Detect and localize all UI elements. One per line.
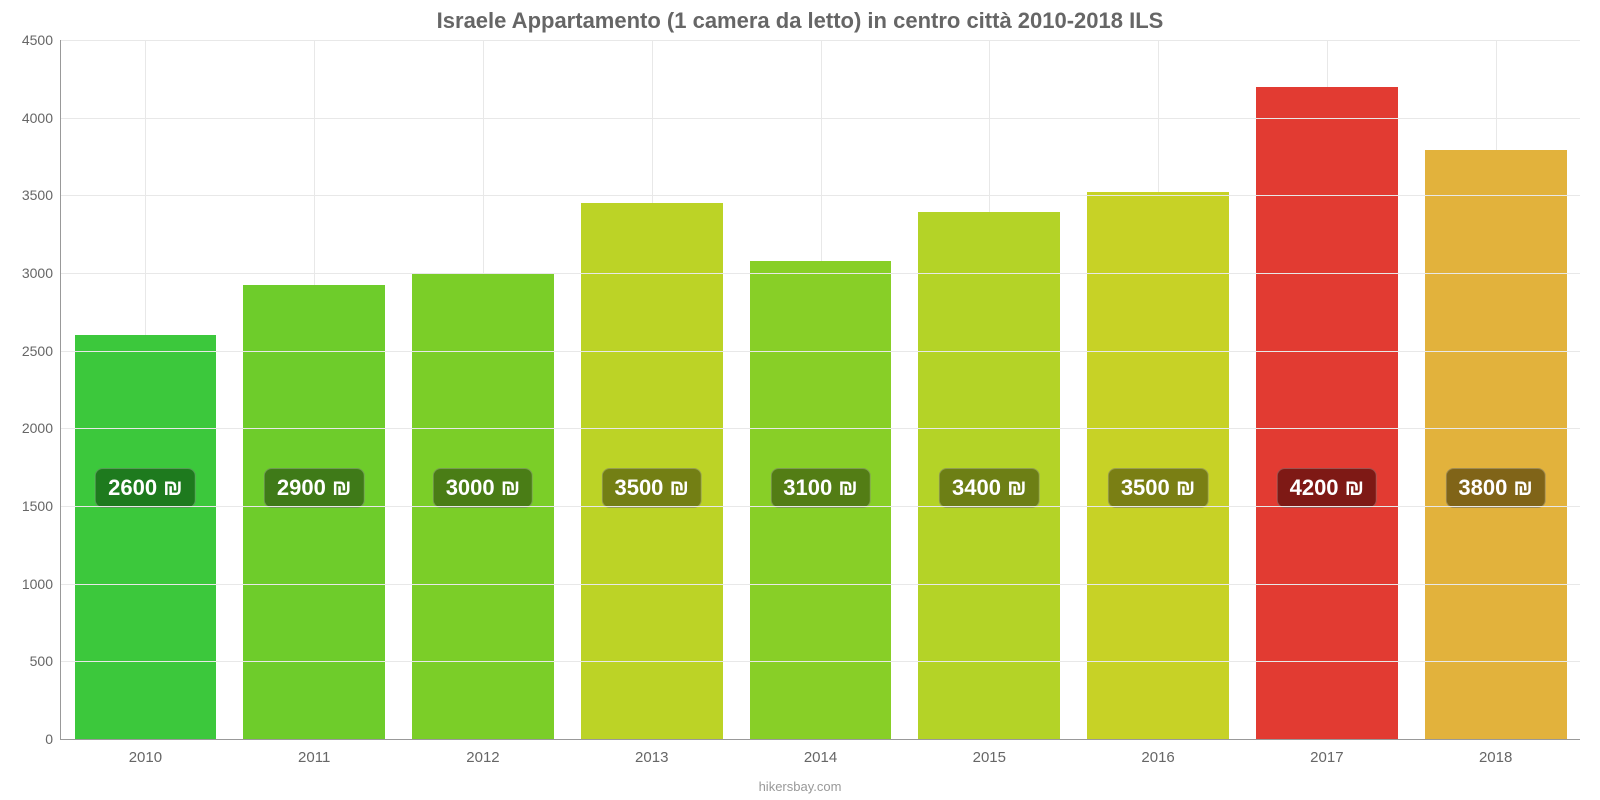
value-badge: 3100 ₪ [770, 468, 871, 508]
y-tick-label: 4000 [22, 110, 61, 126]
bar-slot: 3100 ₪2014 [736, 40, 905, 739]
value-badge: 3400 ₪ [939, 468, 1040, 508]
bar-slot: 3500 ₪2013 [567, 40, 736, 739]
chart-container: Israele Appartamento (1 camera da letto)… [0, 0, 1600, 800]
bar-slot: 3500 ₪2016 [1074, 40, 1243, 739]
value-badge: 2900 ₪ [264, 468, 365, 508]
value-badge: 3500 ₪ [601, 468, 702, 508]
x-tick-label: 2011 [298, 739, 330, 766]
x-tick-label: 2014 [804, 739, 837, 766]
chart-title: Israele Appartamento (1 camera da letto)… [0, 0, 1600, 34]
bar: 3100 ₪ [750, 261, 892, 739]
grid-line [61, 428, 1580, 429]
bar-slot: 3000 ₪2012 [399, 40, 568, 739]
y-tick-label: 500 [30, 653, 61, 669]
grid-line [61, 40, 1580, 41]
grid-line [61, 584, 1580, 585]
x-tick-label: 2010 [129, 739, 162, 766]
bar: 3500 ₪ [1087, 192, 1229, 739]
bar: 3800 ₪ [1425, 150, 1567, 739]
bar-slot: 3800 ₪2018 [1411, 40, 1580, 739]
value-badge: 3800 ₪ [1445, 468, 1546, 508]
y-tick-label: 4500 [22, 32, 61, 48]
value-badge: 3000 ₪ [433, 468, 534, 508]
y-tick-label: 2500 [22, 343, 61, 359]
bar: 3500 ₪ [581, 203, 723, 739]
x-tick-label: 2018 [1479, 739, 1512, 766]
value-badge: 3500 ₪ [1108, 468, 1209, 508]
grid-line [61, 273, 1580, 274]
y-tick-label: 1500 [22, 498, 61, 514]
y-tick-label: 0 [45, 731, 61, 747]
value-badge: 4200 ₪ [1277, 468, 1378, 508]
y-tick-label: 3500 [22, 187, 61, 203]
bar-slot: 2600 ₪2010 [61, 40, 230, 739]
y-tick-label: 3000 [22, 265, 61, 281]
grid-line [61, 661, 1580, 662]
bar: 2900 ₪ [243, 285, 385, 739]
bar-slot: 3400 ₪2015 [905, 40, 1074, 739]
bar: 3400 ₪ [918, 212, 1060, 739]
x-tick-label: 2016 [1141, 739, 1174, 766]
credit-label: hikersbay.com [0, 779, 1600, 794]
bar: 4200 ₪ [1256, 87, 1398, 739]
plot-area: 2600 ₪20102900 ₪20113000 ₪20123500 ₪2013… [60, 40, 1580, 740]
bar-slot: 2900 ₪2011 [230, 40, 399, 739]
y-tick-label: 2000 [22, 420, 61, 436]
y-tick-label: 1000 [22, 576, 61, 592]
grid-line [61, 118, 1580, 119]
x-tick-label: 2013 [635, 739, 668, 766]
bars-layer: 2600 ₪20102900 ₪20113000 ₪20123500 ₪2013… [61, 40, 1580, 739]
value-badge: 2600 ₪ [95, 468, 196, 508]
bar: 2600 ₪ [75, 335, 217, 739]
x-tick-label: 2012 [466, 739, 499, 766]
x-tick-label: 2017 [1310, 739, 1343, 766]
grid-line [61, 351, 1580, 352]
grid-line [61, 195, 1580, 196]
bar-slot: 4200 ₪2017 [1242, 40, 1411, 739]
x-tick-label: 2015 [973, 739, 1006, 766]
grid-line [61, 506, 1580, 507]
